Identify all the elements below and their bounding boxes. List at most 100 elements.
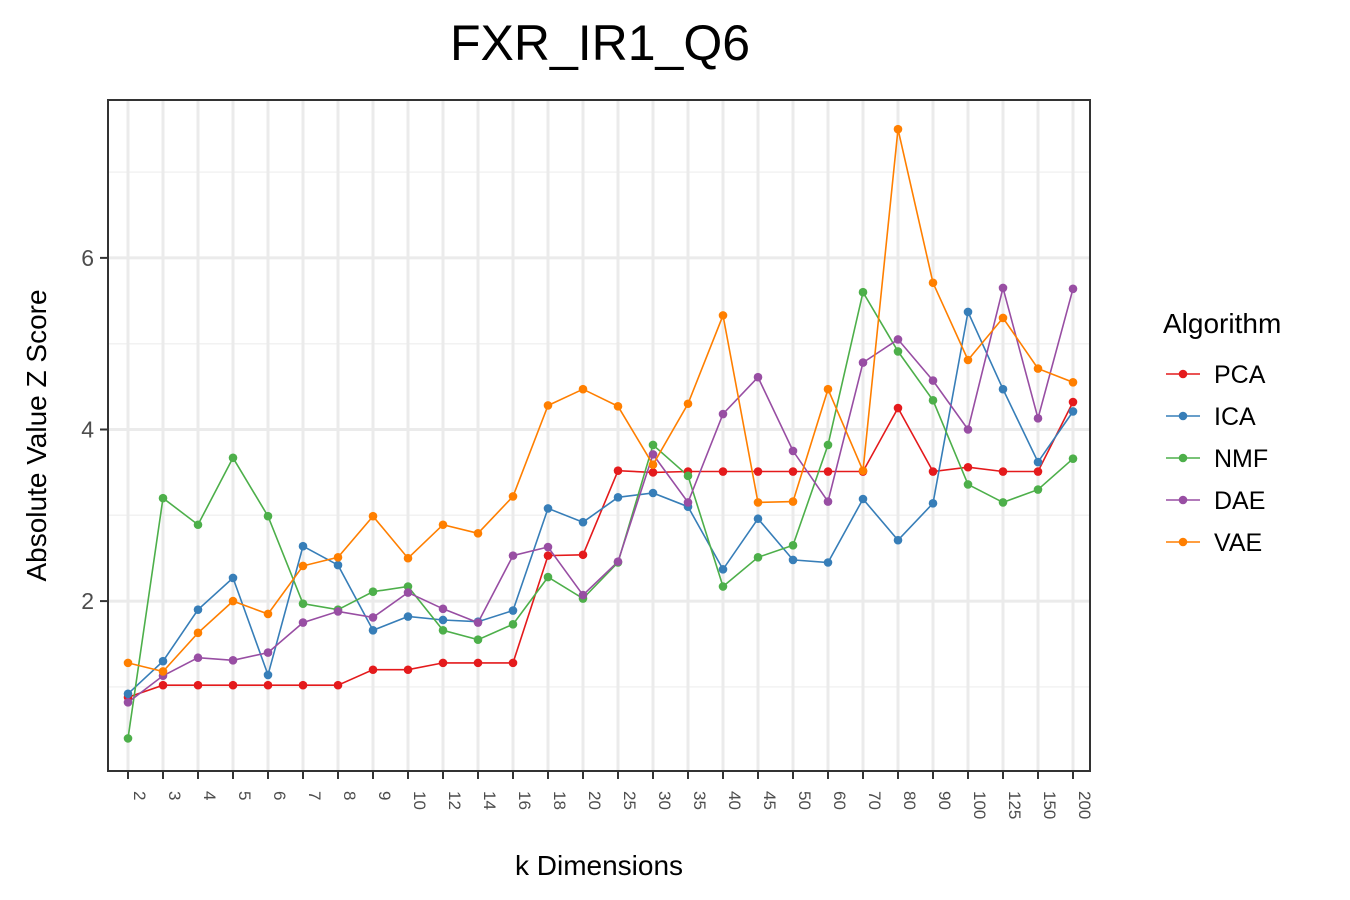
data-point-vae xyxy=(1033,364,1043,373)
data-point-nmf xyxy=(368,587,378,596)
data-point-vae xyxy=(718,311,728,320)
x-tick-label: 12 xyxy=(445,791,464,810)
data-point-pca xyxy=(1068,397,1078,407)
data-point-vae xyxy=(333,553,343,562)
data-point-vae xyxy=(438,520,448,530)
y-tick-label: 6 xyxy=(81,245,94,271)
legend-key-point xyxy=(1178,537,1188,547)
series-layer xyxy=(123,124,1078,743)
x-tick-label: 16 xyxy=(515,791,534,810)
legend-key-point xyxy=(1178,369,1188,379)
data-point-dae xyxy=(403,588,413,597)
data-point-ica xyxy=(578,517,588,527)
data-point-vae xyxy=(473,529,483,538)
data-point-ica xyxy=(508,606,518,615)
x-tick-label: 4 xyxy=(200,791,219,800)
data-point-pca xyxy=(963,462,973,472)
data-point-ica xyxy=(298,541,308,551)
data-point-pca xyxy=(508,658,518,668)
data-point-vae xyxy=(158,667,168,676)
legend-title: Algorithm xyxy=(1163,308,1281,339)
x-tick-label: 80 xyxy=(900,791,919,810)
data-point-dae xyxy=(1033,414,1043,423)
data-point-nmf xyxy=(858,287,868,297)
legend-label: DAE xyxy=(1214,487,1265,515)
data-point-vae xyxy=(893,124,903,134)
x-axis: 2 3 4 5 6 7 8 9 10 12 14 16 18 20 25 30 35 40 45 50 60 70 80 90… xyxy=(127,771,1094,819)
x-tick-label: 40 xyxy=(725,791,744,810)
data-point-nmf xyxy=(473,635,483,645)
data-point-pca xyxy=(578,550,588,560)
data-point-ica xyxy=(1033,457,1043,467)
x-tick-label: 14 xyxy=(480,791,499,810)
data-point-dae xyxy=(333,607,343,616)
data-point-nmf xyxy=(998,498,1008,507)
data-point-ica xyxy=(893,535,903,545)
legend-label: ICA xyxy=(1214,403,1256,431)
data-point-dae xyxy=(438,604,448,614)
legend-key-point xyxy=(1178,495,1188,505)
data-point-nmf xyxy=(403,582,413,591)
series-line-dae xyxy=(127,287,1074,704)
data-point-vae xyxy=(263,609,273,619)
x-tick-label: 2 xyxy=(130,791,149,800)
plot-panel-border xyxy=(107,99,1091,772)
data-point-ica xyxy=(963,307,973,317)
data-point-pca xyxy=(788,467,798,476)
legend-key-point xyxy=(1178,453,1188,463)
data-point-pca xyxy=(543,551,553,560)
data-point-ica xyxy=(123,689,133,699)
data-point-nmf xyxy=(123,734,133,743)
x-tick-label: 10 xyxy=(410,791,429,810)
x-tick-label: 100 xyxy=(970,791,989,819)
x-tick-label: 45 xyxy=(760,791,779,810)
data-point-nmf xyxy=(438,625,448,635)
data-point-pca xyxy=(998,467,1008,476)
data-point-ica xyxy=(613,492,623,502)
data-point-nmf xyxy=(1033,485,1043,494)
data-point-dae xyxy=(858,358,868,367)
series-line-pca xyxy=(127,401,1074,698)
data-point-dae xyxy=(683,498,693,507)
data-point-ica xyxy=(718,565,728,574)
data-point-ica xyxy=(823,558,833,567)
data-point-dae xyxy=(123,698,133,707)
x-tick-label: 35 xyxy=(690,791,709,810)
data-point-ica xyxy=(998,384,1008,394)
data-point-vae xyxy=(193,628,203,638)
data-point-dae xyxy=(788,446,798,456)
x-tick-label: 30 xyxy=(655,791,674,810)
data-point-vae xyxy=(858,466,868,475)
x-tick-label: 8 xyxy=(340,791,359,800)
y-axis-title: Absolute Value Z Score xyxy=(21,289,52,581)
data-point-ica xyxy=(753,514,763,524)
data-point-pca xyxy=(648,468,658,477)
data-point-vae xyxy=(298,561,308,571)
data-point-ica xyxy=(403,612,413,621)
x-tick-label: 150 xyxy=(1040,791,1059,819)
x-tick-label: 70 xyxy=(865,791,884,810)
series-line-vae xyxy=(127,129,1074,673)
data-point-vae xyxy=(508,492,518,501)
data-point-ica xyxy=(263,670,273,680)
data-point-vae xyxy=(788,497,798,506)
data-point-dae xyxy=(368,613,378,622)
data-point-vae xyxy=(1068,378,1078,387)
data-point-nmf xyxy=(228,453,238,463)
data-point-dae xyxy=(718,409,728,419)
data-point-nmf xyxy=(823,440,833,450)
data-point-pca xyxy=(438,658,448,668)
data-point-ica xyxy=(928,498,938,508)
data-point-dae xyxy=(193,653,203,663)
data-point-pca xyxy=(228,680,238,690)
data-point-dae xyxy=(613,557,623,566)
data-point-dae xyxy=(263,648,273,657)
data-point-ica xyxy=(543,504,553,513)
data-point-pca xyxy=(753,467,763,476)
y-axis: 2 4 6 xyxy=(81,245,108,614)
data-point-dae xyxy=(998,283,1008,293)
data-point-pca xyxy=(473,658,483,668)
data-point-pca xyxy=(928,467,938,476)
chart-title: FXR_IR1_Q6 xyxy=(449,15,751,71)
data-point-nmf xyxy=(543,572,553,582)
